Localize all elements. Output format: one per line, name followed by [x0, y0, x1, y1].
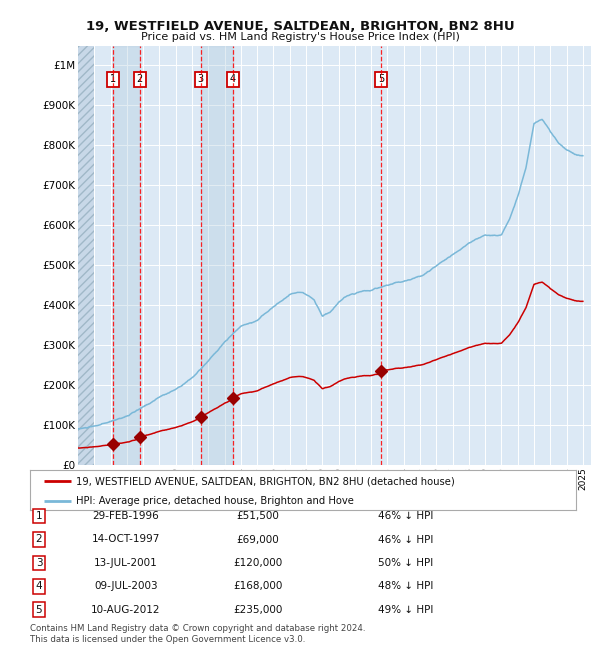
- Text: £168,000: £168,000: [233, 581, 283, 592]
- Text: 2: 2: [35, 534, 43, 545]
- Text: 46% ↓ HPI: 46% ↓ HPI: [378, 511, 433, 521]
- Text: £51,500: £51,500: [236, 511, 280, 521]
- Text: Price paid vs. HM Land Registry's House Price Index (HPI): Price paid vs. HM Land Registry's House …: [140, 32, 460, 42]
- Text: 13-JUL-2001: 13-JUL-2001: [94, 558, 158, 568]
- Text: 49% ↓ HPI: 49% ↓ HPI: [378, 604, 433, 615]
- Text: 19, WESTFIELD AVENUE, SALTDEAN, BRIGHTON, BN2 8HU: 19, WESTFIELD AVENUE, SALTDEAN, BRIGHTON…: [86, 20, 514, 33]
- Text: 4: 4: [35, 581, 43, 592]
- Text: £69,000: £69,000: [236, 534, 280, 545]
- Text: 4: 4: [230, 75, 236, 84]
- Text: 46% ↓ HPI: 46% ↓ HPI: [378, 534, 433, 545]
- Text: 14-OCT-1997: 14-OCT-1997: [92, 534, 160, 545]
- Text: 2: 2: [137, 75, 143, 84]
- Text: £235,000: £235,000: [233, 604, 283, 615]
- Bar: [78, 46, 94, 465]
- Text: 5: 5: [378, 75, 384, 84]
- Text: 10-AUG-2012: 10-AUG-2012: [91, 604, 161, 615]
- Text: 5: 5: [35, 604, 43, 615]
- Bar: [113, 46, 140, 465]
- Text: 1: 1: [35, 511, 43, 521]
- Text: HPI: Average price, detached house, Brighton and Hove: HPI: Average price, detached house, Brig…: [76, 497, 354, 506]
- Text: £120,000: £120,000: [233, 558, 283, 568]
- Text: 48% ↓ HPI: 48% ↓ HPI: [378, 581, 433, 592]
- Text: This data is licensed under the Open Government Licence v3.0.: This data is licensed under the Open Gov…: [30, 634, 305, 644]
- Text: 1: 1: [110, 75, 116, 84]
- Text: 09-JUL-2003: 09-JUL-2003: [94, 581, 158, 592]
- Bar: [201, 46, 233, 465]
- Text: 29-FEB-1996: 29-FEB-1996: [92, 511, 160, 521]
- Text: 3: 3: [35, 558, 43, 568]
- Text: Contains HM Land Registry data © Crown copyright and database right 2024.: Contains HM Land Registry data © Crown c…: [30, 624, 365, 633]
- Text: 3: 3: [198, 75, 204, 84]
- Text: 50% ↓ HPI: 50% ↓ HPI: [378, 558, 433, 568]
- Text: 19, WESTFIELD AVENUE, SALTDEAN, BRIGHTON, BN2 8HU (detached house): 19, WESTFIELD AVENUE, SALTDEAN, BRIGHTON…: [76, 476, 455, 486]
